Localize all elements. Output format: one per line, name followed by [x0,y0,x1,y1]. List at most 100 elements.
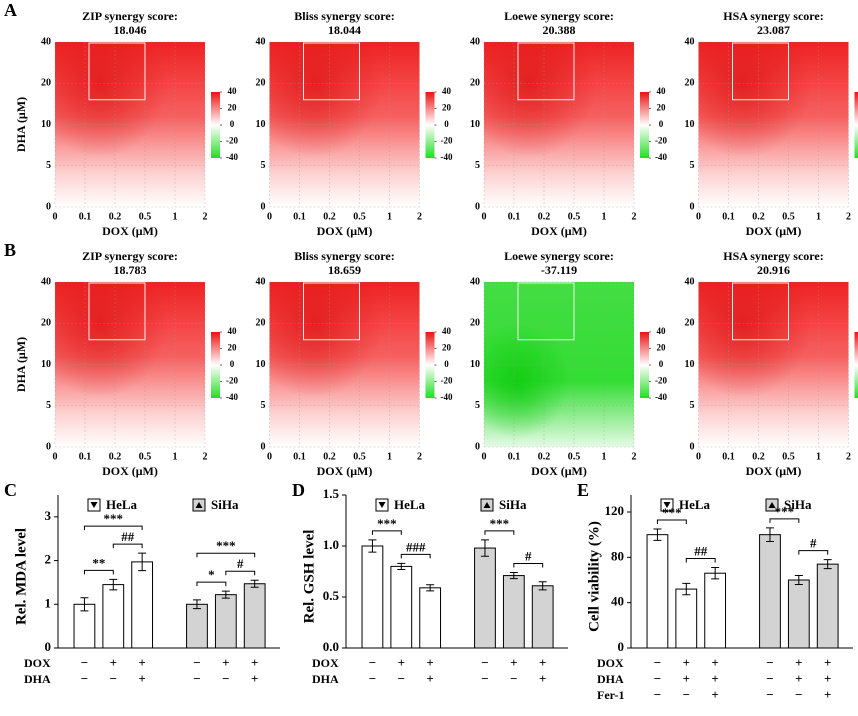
significance-label: *** [490,516,510,531]
x-tick-label: 0.2 [752,211,765,222]
x-axis-label: DOX (μM) [317,224,373,238]
y-tick-label: 20 [41,78,51,89]
highlight-box [517,282,575,341]
error-bar [765,527,774,542]
significance-bracket [685,558,716,563]
y-axis-label: Cell viability (%) [586,521,602,632]
y-tick-label: 20 [41,318,51,329]
colorbar [854,92,858,158]
x-tick-label: 1 [173,211,178,222]
score: 18.783 [114,263,147,277]
y-tick-label: 10 [256,119,266,130]
y-tick-label: 10 [41,119,51,130]
bar [675,588,698,649]
significance-label: *** [775,504,795,519]
colorbar-tick-label: 20 [228,103,238,113]
heatmap-highlight [484,42,634,207]
error-bar [480,539,489,557]
y-axis-label: Rel. MDA level [13,528,29,625]
x-axis-label: DOX (μM) [317,464,373,478]
x-tick-label: 0.2 [109,211,122,222]
x-tick-label: 0.5 [139,451,152,462]
y-tick-label: 10 [256,359,266,370]
x-tick-label: 1 [387,211,392,222]
significance-bracket [769,518,800,523]
condition-sign: + [539,655,546,670]
highlight-box [732,282,789,341]
colorbar-tick-label: -20 [226,376,238,386]
y-tick-label: 40 [256,276,266,287]
colorbar [640,92,649,158]
x-tick-label: 0.1 [293,451,306,462]
x-tick-label: 0.1 [508,211,521,222]
error-bar [368,539,377,553]
significance-label: *** [216,538,236,553]
condition-sign: − [654,671,661,686]
y-tick-label: 10 [470,119,480,130]
x-tick-label: 1 [387,451,392,462]
highlight-box [303,282,360,341]
score: -37.119 [541,263,577,277]
score: 18.659 [328,263,361,277]
x-tick-label: 0.5 [568,211,581,222]
error-bar [192,599,201,610]
legend-label: HeLa [106,497,138,512]
condition-sign: + [251,655,258,670]
x-axis-label: DOX (μM) [531,224,587,238]
colorbar-tick-label: 0 [230,359,235,369]
condition-label: DOX [24,656,51,670]
significance-bracket [513,563,544,568]
significance-label: ## [694,544,708,559]
x-tick-label: 1 [173,451,178,462]
highlight-box [517,42,575,101]
highlight-box [88,42,146,101]
y-tick-label: 0 [46,441,51,452]
y-tick-label: 5 [475,160,480,171]
condition-sign: − [193,671,200,686]
colorbar-tick-label: 40 [657,86,667,96]
condition-sign: − [81,655,88,670]
significance-label: ## [121,529,135,544]
legend-label: HeLa [679,497,711,512]
y-tick-label: 1.5 [323,486,340,501]
y-tick-label: 0 [690,201,695,212]
y-tick-label: 40 [611,594,624,609]
x-tick-label: 2 [417,211,422,222]
legend-marker [663,502,671,508]
condition-sign: − [654,687,661,702]
legend-label: SiHa [211,497,239,512]
panel-label: A [4,0,17,20]
y-tick-label: 20 [470,318,480,329]
y-tick-label: 20 [470,78,480,89]
title: Loewe synergy score: [504,9,614,23]
significance-bracket [656,519,687,524]
title: Bliss synergy score: [294,249,394,263]
bar [531,585,554,649]
y-tick-label: 0.0 [323,639,339,654]
condition-sign: − [110,671,117,686]
y-tick-label: 10 [685,119,695,130]
condition-sign: − [766,655,773,670]
condition-sign: + [539,671,546,686]
condition-sign: − [683,687,690,702]
x-tick-label: 0 [267,451,272,462]
significance-label: *** [662,505,682,520]
y-tick-label: 0 [261,441,266,452]
condition-sign: − [369,671,376,686]
significance-bracket [371,530,402,535]
x-tick-label: 1 [602,451,607,462]
condition-sign: − [766,687,773,702]
significance-bracket [83,525,143,531]
y-tick-label: 0 [475,201,480,212]
colorbar [425,332,435,398]
y-tick-label: 5 [475,400,480,411]
bar [646,534,669,649]
significance-bracket [225,570,256,576]
highlight-box [303,42,360,101]
condition-sign: + [138,655,145,670]
condition-sign: + [251,671,258,686]
condition-sign: + [711,687,718,702]
error-bar [221,590,230,599]
significance-label: # [237,556,244,571]
heatmap-highlight [55,42,205,207]
